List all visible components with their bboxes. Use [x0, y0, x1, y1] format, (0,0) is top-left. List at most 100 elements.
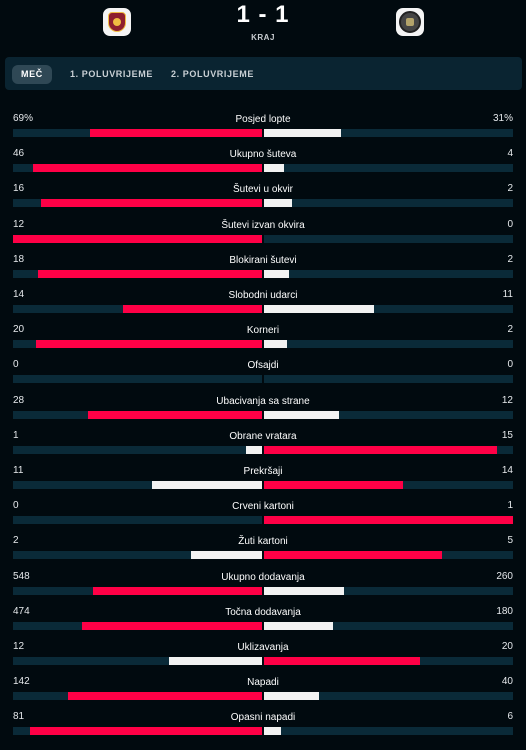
stat-row: 12 Šutevi izvan okvira 0 — [0, 214, 526, 244]
tab-match[interactable]: MEČ — [12, 65, 52, 84]
home-stat-value: 28 — [13, 394, 25, 406]
away-stat-track — [264, 445, 513, 454]
home-stat-track — [13, 586, 262, 595]
away-stat-track — [264, 516, 513, 525]
away-stat-bar — [264, 269, 289, 278]
home-stat-bar — [37, 269, 262, 278]
stat-label: Točna dodavanja — [225, 606, 301, 618]
home-stat-value: 12 — [13, 218, 25, 230]
away-stat-bar — [264, 586, 345, 595]
away-stat-track — [264, 375, 513, 384]
home-stat-track — [13, 445, 262, 454]
away-stat-value: 12 — [501, 394, 513, 406]
home-stat-value: 12 — [13, 641, 25, 652]
home-stat-bar — [152, 481, 262, 489]
home-stat-track — [13, 199, 262, 208]
away-stat-track — [264, 199, 513, 208]
stat-row: 18 Blokirani šutevi 2 — [0, 249, 526, 279]
away-stat-track — [264, 340, 513, 349]
away-stat-bar — [264, 481, 404, 489]
stat-label: Opasni napadi — [230, 712, 296, 724]
stat-label: Prekršaji — [243, 466, 283, 477]
stat-row: 28 Ubacivanja sa strane 12 — [0, 390, 526, 420]
stat-row: 20 Korneri 2 — [0, 319, 526, 349]
stat-label: Napadi — [247, 677, 279, 689]
home-stat-track — [13, 234, 262, 243]
home-stat-value: 11 — [13, 465, 24, 476]
tab-second-half[interactable]: 2. POLUVRIJEME — [171, 69, 254, 79]
away-stat-value: 2 — [507, 324, 513, 336]
stat-label: Obrane vratara — [229, 430, 297, 442]
stat-label: Ofsajdi — [247, 360, 279, 372]
away-stat-bar — [264, 129, 342, 137]
away-stat-value: 0 — [507, 218, 513, 230]
away-stat-value: 6 — [507, 711, 513, 723]
home-stat-bar — [122, 305, 262, 313]
stat-row: 1 Obrane vratara 15 — [0, 425, 526, 455]
stat-row: 142 Napadi 40 — [0, 671, 526, 701]
match-header: 1 - 1 KRAJ — [0, 0, 526, 52]
away-stat-bar — [264, 692, 319, 701]
stat-row: 46 Ukupno šuteva 4 — [0, 143, 526, 173]
stat-label: Uklizavanja — [237, 642, 289, 653]
stat-label: Blokirani šutevi — [229, 254, 297, 266]
away-stat-bar — [264, 551, 442, 560]
home-stat-bar — [35, 340, 262, 349]
away-stat-value: 15 — [501, 429, 513, 441]
home-stat-track — [13, 164, 262, 173]
period-tabs: MEČ 1. POLUVRIJEME 2. POLUVRIJEME — [5, 57, 522, 90]
stat-row: 16 Šutevi u okvir 2 — [0, 178, 526, 208]
home-stat-value: 46 — [13, 148, 25, 160]
stat-row: 12 Uklizavanja 20 — [0, 636, 526, 666]
home-stat-value: 16 — [13, 183, 25, 195]
stat-row: 81 Opasni napadi 6 — [0, 706, 526, 736]
match-status: KRAJ — [251, 33, 275, 42]
home-stat-value: 2 — [13, 535, 19, 547]
away-team-logo[interactable] — [396, 8, 424, 36]
home-stat-value: 1 — [13, 429, 19, 441]
away-stat-track — [264, 164, 513, 173]
away-crest-icon — [399, 11, 421, 33]
home-stat-bar — [168, 657, 262, 665]
stat-row: 11 Prekršaji 14 — [0, 460, 526, 490]
stat-row: 0 Ofsajdi 0 — [0, 354, 526, 384]
home-stat-track — [13, 516, 262, 525]
match-score: 1 - 1 — [236, 1, 290, 28]
home-stat-track — [13, 551, 262, 560]
stat-label: Ubacivanja sa strane — [216, 395, 310, 407]
home-stat-bar — [93, 586, 262, 595]
away-stat-bar — [264, 410, 339, 419]
home-stat-track — [13, 340, 262, 349]
home-stat-value: 18 — [13, 253, 25, 265]
away-stat-track — [264, 129, 513, 137]
home-stat-bar — [40, 199, 262, 208]
stat-row: 2 Žuti kartoni 5 — [0, 530, 526, 560]
home-stat-track — [13, 129, 262, 137]
away-stat-value: 2 — [507, 183, 513, 195]
home-stat-bar — [87, 410, 262, 419]
home-stat-bar — [32, 164, 262, 173]
stat-row: 14 Slobodni udarci 11 — [0, 284, 526, 314]
home-stat-value: 548 — [13, 570, 30, 582]
away-stat-bar — [264, 340, 287, 349]
home-stat-bar — [13, 234, 262, 243]
tab-first-half[interactable]: 1. POLUVRIJEME — [70, 69, 153, 79]
home-team-logo[interactable] — [103, 8, 131, 36]
home-stat-value: 474 — [13, 605, 30, 617]
stat-label: Šutevi u okvir — [232, 184, 294, 196]
away-stat-value: 1 — [507, 500, 513, 512]
stat-label: Ukupno dodavanja — [221, 571, 305, 583]
away-stat-track — [264, 410, 513, 419]
stat-row: 69% Posjed lopte 31% — [0, 108, 526, 138]
away-stat-track — [264, 481, 513, 489]
away-stat-track — [264, 692, 513, 701]
stat-label: Šutevi izvan okvira — [221, 219, 305, 231]
away-stat-track — [264, 586, 513, 595]
home-stat-track — [13, 692, 262, 701]
away-stat-value: 2 — [507, 253, 513, 265]
stat-row: 0 Crveni kartoni 1 — [0, 495, 526, 525]
stat-label: Posjed lopte — [235, 114, 291, 125]
away-stat-value: 260 — [496, 570, 513, 582]
away-stat-track — [264, 234, 513, 243]
away-stat-value: 31% — [492, 113, 513, 124]
